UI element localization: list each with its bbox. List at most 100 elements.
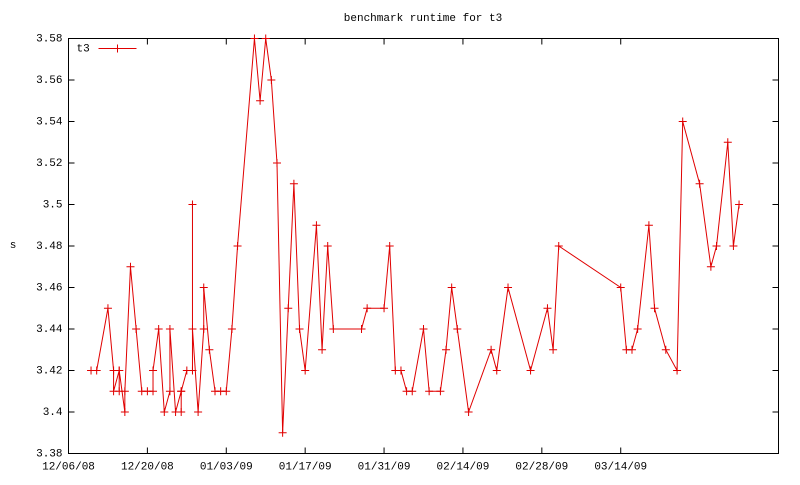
data-point [425, 387, 434, 396]
y-tick-label: 3.42 [36, 365, 62, 377]
data-point [154, 325, 163, 333]
data-point [160, 408, 169, 416]
data-point [408, 387, 417, 396]
data-point [149, 366, 158, 375]
data-point [103, 304, 112, 313]
x-tick-label: 02/28/09 [515, 461, 568, 473]
data-point [644, 221, 653, 230]
data-point [526, 366, 535, 375]
data-point [132, 325, 141, 333]
data-point [312, 221, 321, 230]
series-line [91, 38, 740, 433]
data-point [289, 179, 298, 188]
data-point [301, 366, 310, 375]
data-point [165, 387, 174, 396]
x-tick-label: 01/31/09 [358, 461, 411, 473]
data-point [616, 283, 625, 292]
data-point [363, 304, 372, 313]
data-point [177, 408, 186, 416]
data-point [464, 408, 473, 416]
data-point [126, 262, 135, 271]
data-point [295, 325, 304, 333]
y-tick-label: 3.52 [36, 158, 62, 170]
data-point [222, 387, 231, 396]
data-point [188, 200, 197, 209]
data-point [442, 345, 451, 354]
data-point [385, 242, 394, 250]
data-point [188, 366, 197, 375]
y-axis-label: s [10, 240, 17, 252]
data-point [723, 138, 732, 147]
data-point [650, 304, 659, 313]
data-point [250, 34, 259, 43]
data-point [120, 408, 129, 416]
y-tick-label: 3.46 [36, 282, 62, 294]
data-point [633, 325, 642, 333]
y-tick-label: 3.54 [36, 116, 63, 128]
x-tick-label: 12/20/08 [121, 461, 174, 473]
data-point [735, 200, 744, 209]
data-point [627, 345, 636, 354]
data-point [188, 325, 197, 333]
data-point [380, 304, 389, 313]
data-point [272, 159, 281, 167]
data-point [92, 366, 101, 375]
data-point [177, 387, 186, 396]
data-point [256, 96, 265, 105]
data-point [199, 325, 208, 333]
data-point [278, 428, 287, 437]
data-point [554, 242, 563, 250]
data-point [678, 117, 687, 126]
x-tick-label: 01/03/09 [200, 461, 253, 473]
data-point [329, 325, 338, 333]
chart-title: benchmark runtime for t3 [344, 13, 502, 25]
y-tick-label: 3.5 [43, 199, 63, 211]
data-point [661, 345, 670, 354]
data-point [396, 366, 405, 375]
x-tick-label: 03/14/09 [594, 461, 647, 473]
data-point [149, 387, 158, 396]
y-tick-label: 3.48 [36, 241, 62, 253]
data-point [227, 325, 236, 333]
data-point [504, 283, 513, 292]
data-point [205, 345, 214, 354]
data-point [267, 76, 276, 84]
data-point [194, 408, 203, 416]
data-point [453, 325, 462, 333]
legend-swatch [113, 44, 122, 53]
data-point [706, 262, 715, 271]
y-tick-label: 3.58 [36, 33, 62, 45]
data-point [115, 366, 124, 375]
data-point [323, 242, 332, 250]
data-point [729, 242, 738, 250]
data-point [233, 242, 242, 250]
data-point [673, 366, 682, 375]
y-tick-label: 3.44 [36, 324, 63, 336]
data-point [695, 179, 704, 188]
data-point [712, 242, 721, 250]
x-tick-label: 02/14/09 [437, 461, 490, 473]
y-tick-label: 3.56 [36, 75, 62, 87]
data-point [447, 283, 456, 292]
data-point [436, 387, 445, 396]
data-point [492, 366, 501, 375]
data-point [487, 345, 496, 354]
data-point [284, 304, 293, 313]
data-point [419, 325, 428, 333]
data-point [261, 34, 270, 43]
data-point [318, 345, 327, 354]
legend-label: t3 [77, 43, 90, 55]
data-point [165, 325, 174, 333]
data-point [199, 283, 208, 292]
data-point [549, 345, 558, 354]
y-tick-label: 3.4 [43, 407, 63, 419]
y-tick-label: 3.38 [36, 448, 62, 460]
x-tick-label: 01/17/09 [279, 461, 332, 473]
data-point [120, 387, 129, 396]
x-tick-label: 12/06/08 [42, 461, 95, 473]
data-point [543, 304, 552, 313]
data-point [357, 325, 366, 333]
